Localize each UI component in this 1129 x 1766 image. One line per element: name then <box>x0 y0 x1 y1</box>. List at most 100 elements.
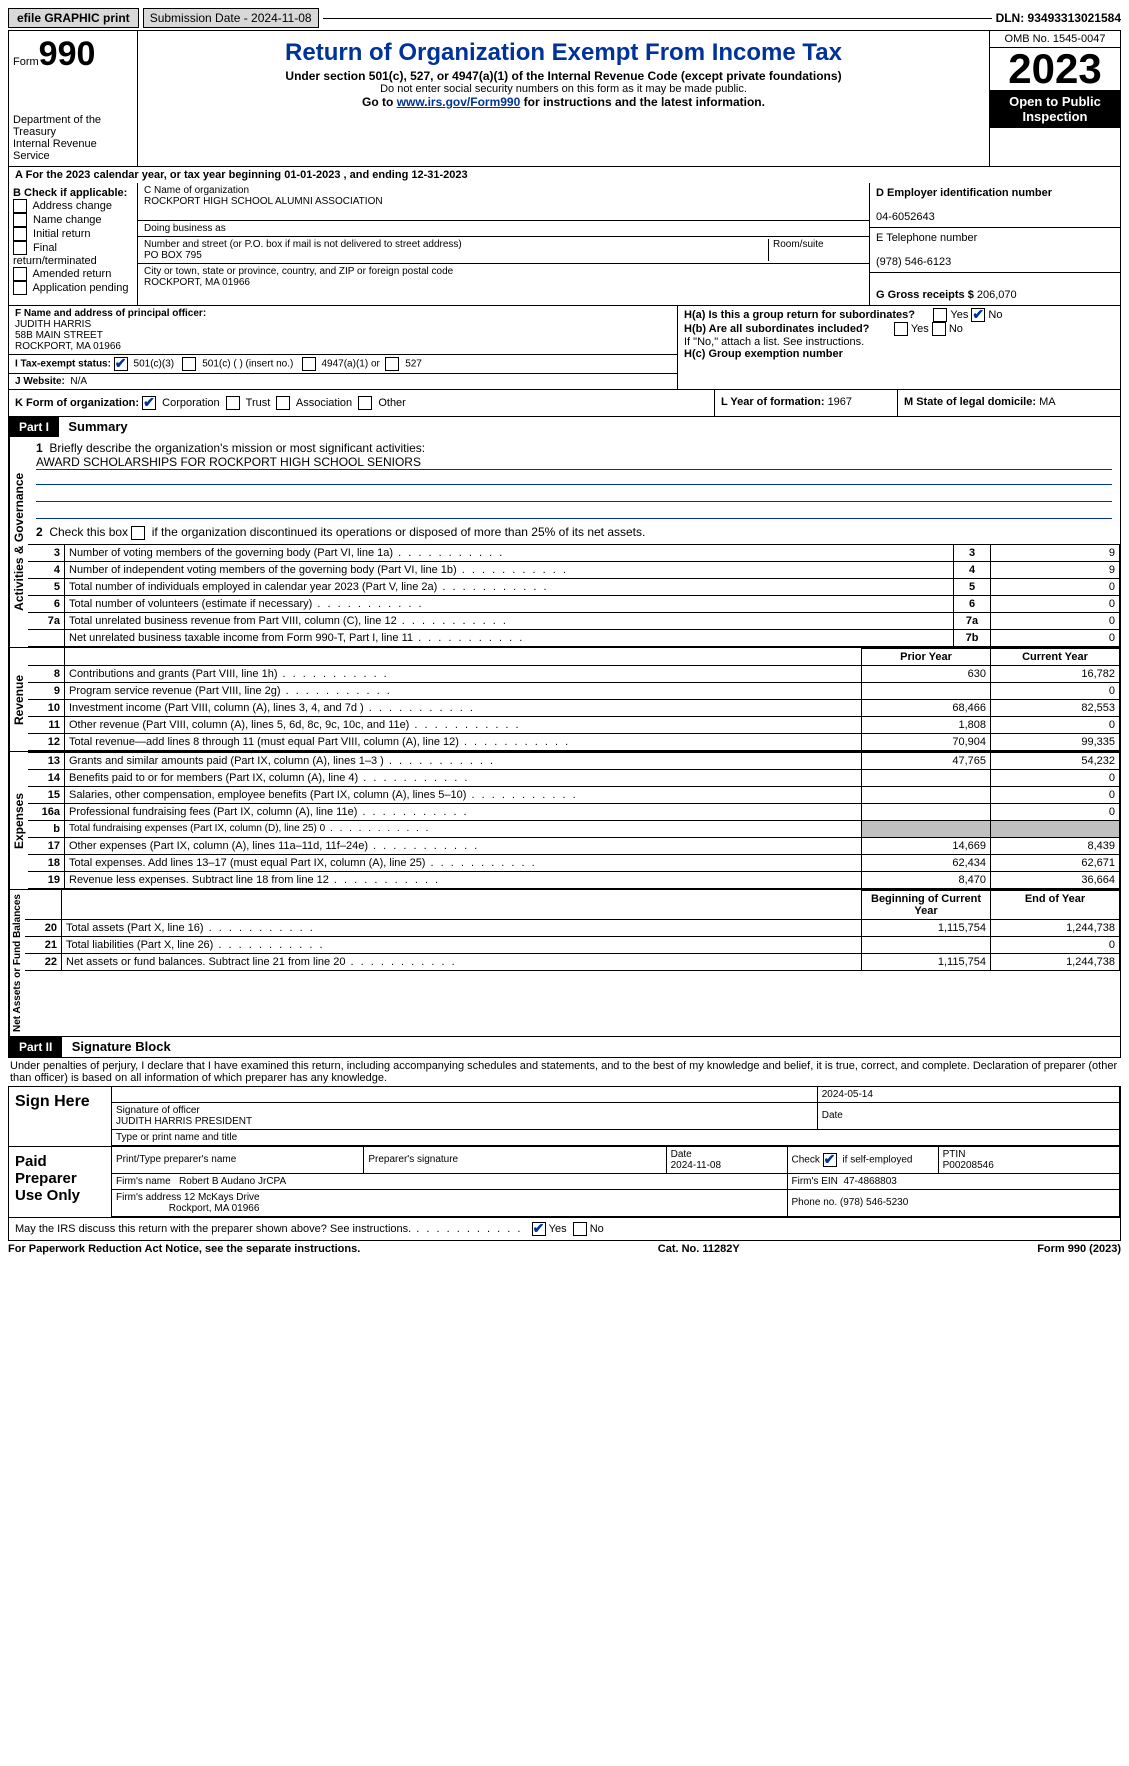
cb-ha-yes[interactable] <box>933 308 947 322</box>
cb-self-emp[interactable] <box>823 1153 837 1167</box>
cb-corp[interactable] <box>142 396 156 410</box>
form-number: 990 <box>39 35 96 73</box>
cb-527[interactable] <box>385 357 399 371</box>
cb-b-item[interactable] <box>13 227 27 241</box>
open-inspection: Open to Public Inspection <box>990 90 1120 128</box>
tab-expenses: Expenses <box>9 752 28 889</box>
c-name-label: C Name of organization <box>144 185 249 196</box>
l1-desc: Briefly describe the organization's miss… <box>49 441 425 455</box>
g-label: G Gross receipts $ <box>876 289 977 301</box>
prep-col-1: Preparer's signature <box>364 1147 666 1174</box>
cb-b-item[interactable] <box>13 241 27 255</box>
cb-assoc[interactable] <box>276 396 290 410</box>
cb-501c3[interactable] <box>114 357 128 371</box>
firm-name: Robert B Audano JrCPA <box>179 1176 286 1187</box>
section-b-label: B Check if applicable: <box>13 187 133 199</box>
discuss-label: May the IRS discuss this return with the… <box>15 1223 411 1235</box>
l-val: 1967 <box>828 396 852 408</box>
sig-date-val: 2024-05-14 <box>822 1089 873 1100</box>
m-label: M State of legal domicile: <box>904 396 1039 408</box>
part1-bar: Part I <box>9 417 59 437</box>
form-header: Form990 Department of the Treasury Inter… <box>8 30 1121 167</box>
l1-val: AWARD SCHOLARSHIPS FOR ROCKPORT HIGH SCH… <box>36 455 1112 470</box>
tax-year: 2023 <box>990 48 1120 90</box>
cb-other[interactable] <box>358 396 372 410</box>
tab-net: Net Assets or Fund Balances <box>9 890 25 1036</box>
top-bar: efile GRAPHIC print Submission Date - 20… <box>8 8 1121 28</box>
tax-year-line: For the 2023 calendar year, or tax year … <box>26 169 468 181</box>
sig-note: Under penalties of perjury, I declare th… <box>8 1058 1121 1086</box>
j-label: J Website: <box>15 376 65 387</box>
firm-addr-l: Firm's address <box>116 1192 181 1203</box>
cb-discuss-no[interactable] <box>573 1222 587 1236</box>
sigoff-label: Signature of officer <box>116 1105 200 1116</box>
ha-label: H(a) Is this a group return for subordin… <box>684 309 915 321</box>
cb-4947[interactable] <box>302 357 316 371</box>
cb-trust[interactable] <box>226 396 240 410</box>
firm-ein-l: Firm's EIN <box>792 1176 838 1187</box>
cb-501c[interactable] <box>182 357 196 371</box>
j-val: N/A <box>70 376 87 387</box>
hb-note: If "No," attach a list. See instructions… <box>684 336 1114 348</box>
dln: DLN: 93493313021584 <box>996 11 1121 25</box>
prep-col-0: Print/Type preparer's name <box>112 1147 364 1174</box>
prep-col-4: PTIN <box>943 1149 966 1160</box>
f-label: F Name and address of principal officer: <box>15 308 206 319</box>
submission-date: Submission Date - 2024-11-08 <box>143 8 319 28</box>
paid-prep-label: Paid Preparer Use Only <box>9 1147 112 1217</box>
firm-ein: 47-4868803 <box>843 1176 896 1187</box>
cb-b-item[interactable] <box>13 199 27 213</box>
cb-hb-yes[interactable] <box>894 322 908 336</box>
irs-link[interactable]: www.irs.gov/Form990 <box>397 95 521 109</box>
footer-mid: Cat. No. 11282Y <box>658 1243 740 1255</box>
c-room-label: Room/suite <box>768 239 863 261</box>
cb-l2[interactable] <box>131 526 145 540</box>
phone-l: Phone no. <box>792 1197 838 1208</box>
d-ein: 04-6052643 <box>876 211 935 223</box>
goto-post: for instructions and the latest informat… <box>520 95 765 109</box>
firm-name-l: Firm's name <box>116 1176 171 1187</box>
hb-label: H(b) Are all subordinates included? <box>684 323 869 335</box>
cb-hb-no[interactable] <box>932 322 946 336</box>
firm-addr1: 12 McKays Drive <box>184 1192 260 1203</box>
ptin: P00208546 <box>943 1160 994 1171</box>
hc-label: H(c) Group exemption number <box>684 348 843 360</box>
c-dba-label: Doing business as <box>138 221 869 237</box>
tab-revenue: Revenue <box>9 648 28 751</box>
prep-date: 2024-11-08 <box>671 1160 721 1171</box>
subtitle-1: Under section 501(c), 527, or 4947(a)(1)… <box>144 69 983 83</box>
sigtype-label: Type or print name and title <box>112 1129 1120 1145</box>
part2-title: Signature Block <box>66 1036 177 1057</box>
c-addr-label: Number and street (or P.O. box if mail i… <box>144 239 462 250</box>
sigdate-label: Date <box>817 1102 1119 1129</box>
e-phone: (978) 546-6123 <box>876 256 951 268</box>
l2-desc: Check this box if the organization disco… <box>49 525 645 539</box>
goto-pre: Go to <box>362 95 397 109</box>
subtitle-2: Do not enter social security numbers on … <box>144 83 983 95</box>
footer-left: For Paperwork Reduction Act Notice, see … <box>8 1243 360 1255</box>
sig-name: JUDITH HARRIS PRESIDENT <box>116 1116 252 1127</box>
sign-here-label: Sign Here <box>9 1087 112 1146</box>
cb-b-item[interactable] <box>13 267 27 281</box>
part2-bar: Part II <box>9 1037 62 1057</box>
entity-block: B Check if applicable: Address change Na… <box>8 183 1121 306</box>
d-label: D Employer identification number <box>876 187 1052 199</box>
cb-b-item[interactable] <box>13 281 27 295</box>
phone: (978) 546-5230 <box>840 1197 908 1208</box>
m-val: MA <box>1039 396 1056 408</box>
c-addr: PO BOX 795 <box>144 250 202 261</box>
cb-discuss-yes[interactable] <box>532 1222 546 1236</box>
part1-title: Summary <box>62 416 133 437</box>
footer-right: Form 990 (2023) <box>1037 1243 1121 1255</box>
c-city: ROCKPORT, MA 01966 <box>144 277 250 288</box>
efile-button[interactable]: efile GRAPHIC print <box>8 8 139 28</box>
firm-addr2: Rockport, MA 01966 <box>169 1203 260 1214</box>
c-city-label: City or town, state or province, country… <box>144 266 453 277</box>
dept-label: Department of the Treasury Internal Reve… <box>13 114 133 162</box>
l-label: L Year of formation: <box>721 396 828 408</box>
e-label: E Telephone number <box>876 232 977 244</box>
cb-ha-no[interactable] <box>971 308 985 322</box>
cb-b-item[interactable] <box>13 213 27 227</box>
g-val: 206,070 <box>977 289 1017 301</box>
tab-governance: Activities & Governance <box>9 437 28 647</box>
